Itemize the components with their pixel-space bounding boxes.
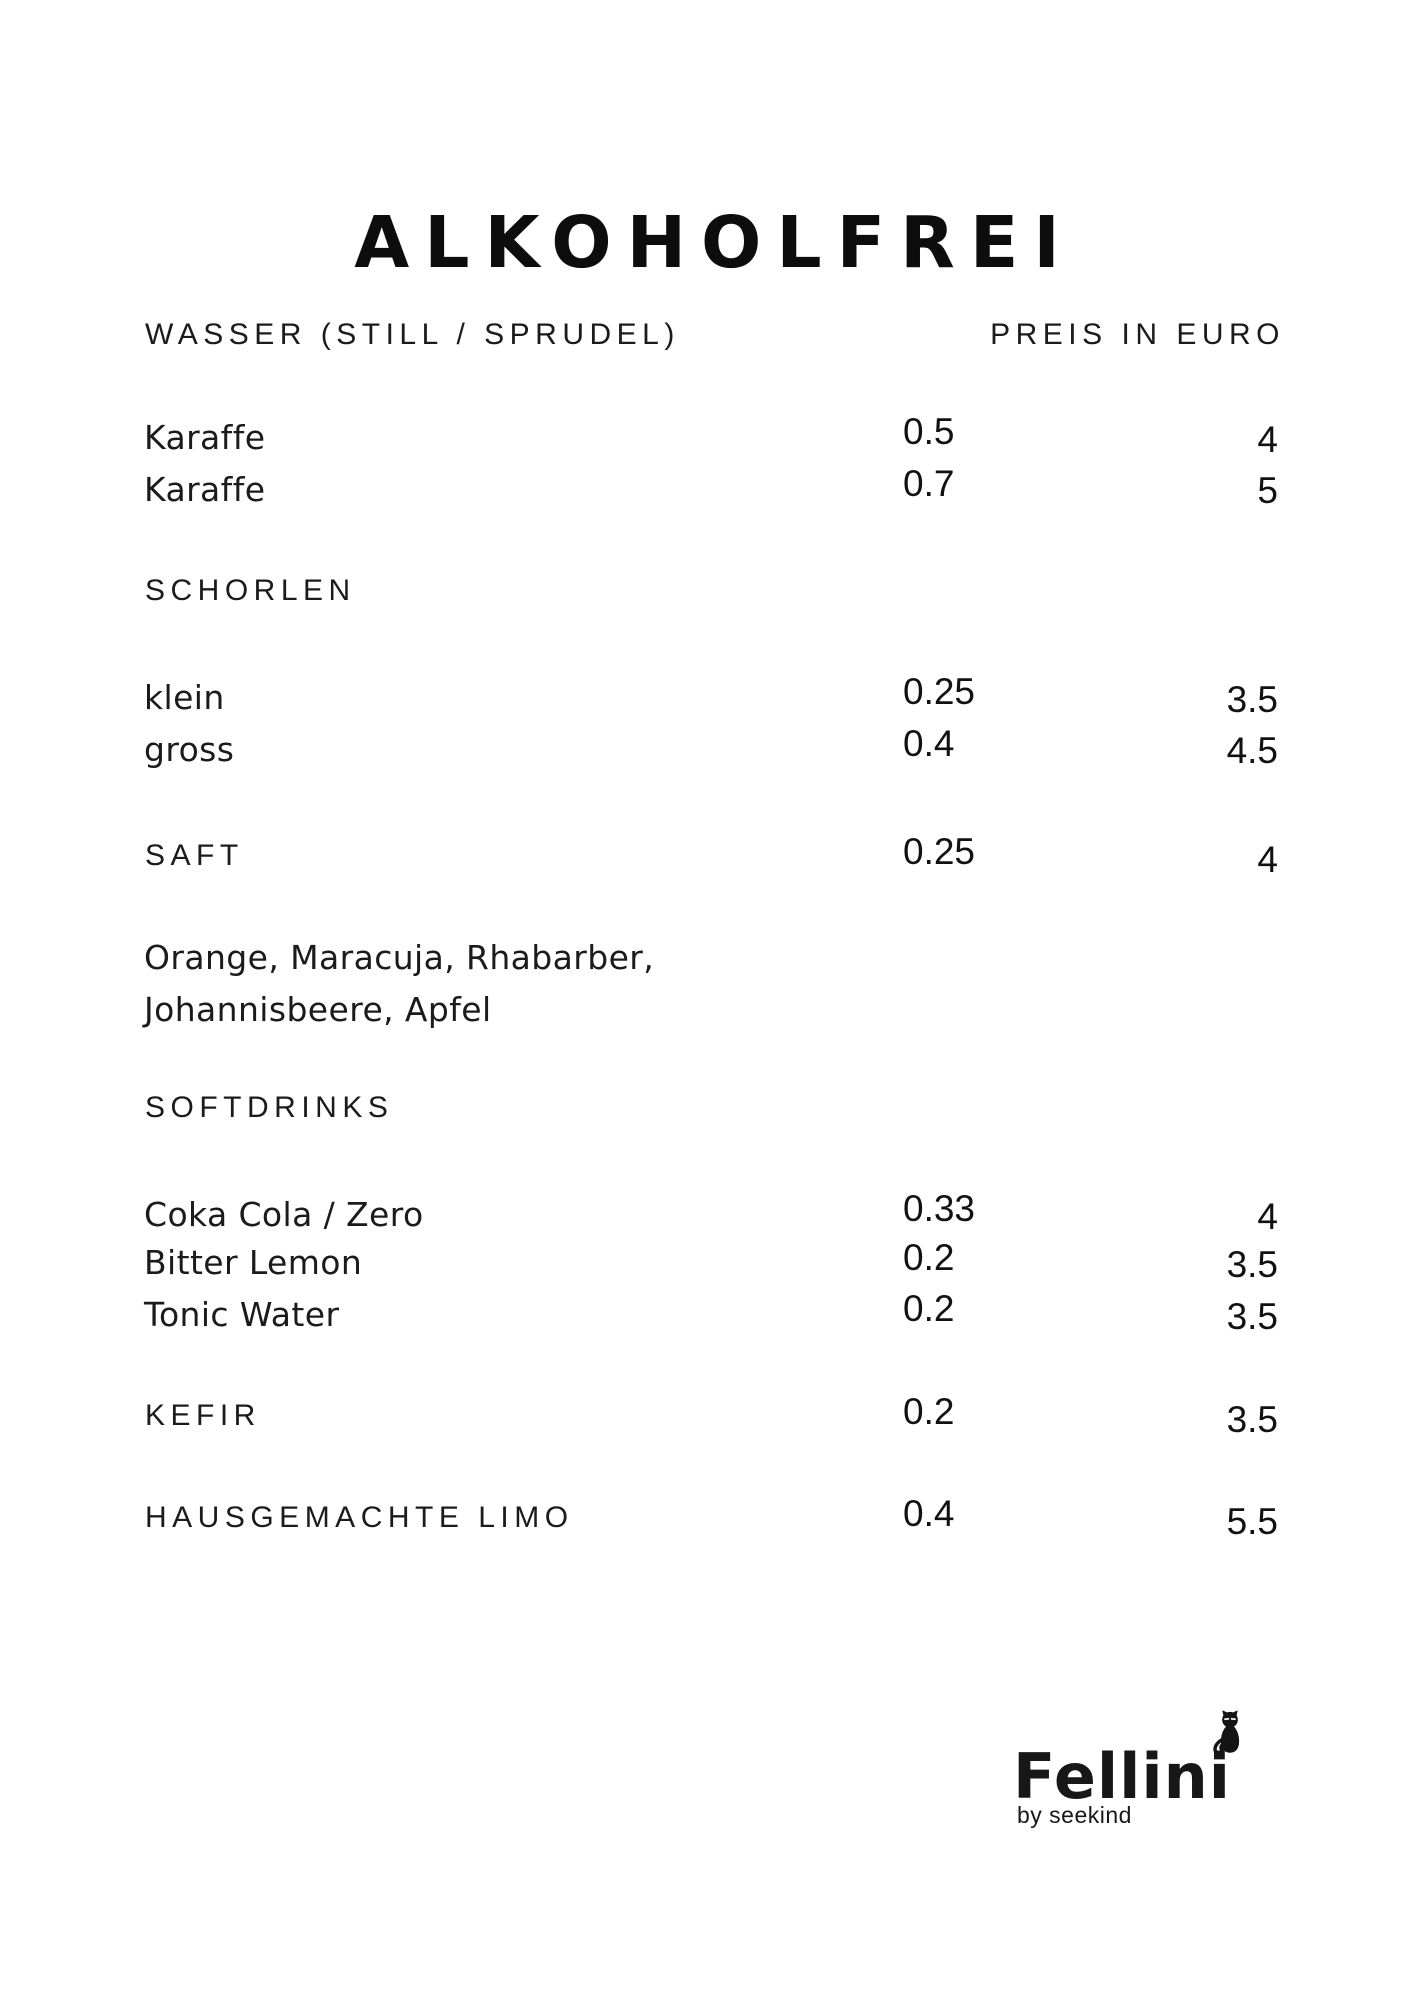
item-price: 3.5 (1226, 1296, 1278, 1337)
item-name: Tonic Water (144, 1295, 340, 1334)
brand-logo-text: Fellini (1013, 1740, 1232, 1813)
section-heading-kefir: KEFIR (145, 1399, 261, 1432)
item-volume: 0.4 (903, 723, 955, 764)
item-name: klein (144, 678, 225, 717)
item-price: 3.5 (1226, 1399, 1278, 1440)
item-name: Bitter Lemon (144, 1243, 363, 1282)
saft-flavors-line-2: Johannisbeere, Apfel (144, 990, 492, 1029)
item-price: 3.5 (1226, 679, 1278, 720)
item-price: 4 (1257, 419, 1278, 460)
saft-flavors-line-1: Orange, Maracuja, Rhabarber, (144, 938, 655, 977)
page-title: ALKOHOLFREI (354, 201, 1075, 284)
item-price: 4 (1257, 1196, 1278, 1237)
item-volume: 0.25 (903, 831, 976, 872)
item-price: 4.5 (1226, 730, 1278, 771)
item-name: Karaffe (144, 418, 266, 457)
section-heading-softdrinks: SOFTDRINKS (145, 1091, 394, 1124)
item-volume: 0.25 (903, 671, 976, 712)
item-volume: 0.2 (903, 1288, 955, 1329)
item-volume: 0.5 (903, 411, 955, 452)
brand-byline: by seekind (1017, 1802, 1132, 1828)
item-name: Karaffe (144, 470, 266, 509)
item-volume: 0.33 (903, 1188, 976, 1229)
item-volume: 0.2 (903, 1237, 955, 1278)
section-heading-saft: SAFT (145, 839, 244, 872)
items-column-header: WASSER (STILL / SPRUDEL) (145, 318, 680, 351)
item-name: Coka Cola / Zero (144, 1195, 424, 1234)
section-heading-schorlen: SCHORLEN (145, 574, 356, 607)
item-volume: 0.2 (903, 1391, 955, 1432)
item-price: 5 (1257, 470, 1278, 511)
item-name: gross (144, 730, 235, 769)
item-price: 4 (1257, 839, 1278, 880)
price-column-header: PREIS IN EURO (990, 318, 1285, 351)
section-heading-hausgemachte-limo: HAUSGEMACHTE LIMO (145, 1501, 574, 1534)
black-cat-icon (1210, 1710, 1250, 1757)
item-price: 3.5 (1226, 1244, 1278, 1285)
item-volume: 0.4 (903, 1493, 955, 1534)
item-price: 5.5 (1226, 1501, 1278, 1542)
item-volume: 0.7 (903, 463, 955, 504)
